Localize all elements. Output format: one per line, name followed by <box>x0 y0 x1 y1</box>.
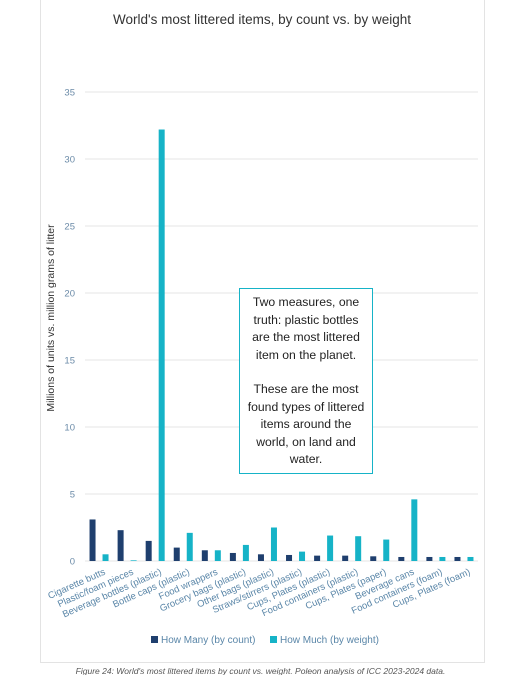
y-tick-label: 25 <box>64 222 75 233</box>
bar-weight <box>299 551 306 561</box>
chart-card <box>40 0 485 663</box>
y-tick-label: 30 <box>64 155 75 166</box>
legend: How Many (by count) How Much (by weight) <box>151 635 379 646</box>
bar-weight <box>411 499 418 561</box>
bar-count <box>201 550 208 561</box>
annotation-paragraph-1: Two measures, one truth: plastic bottles… <box>252 295 360 362</box>
bar-weight <box>102 554 109 561</box>
y-tick-label: 35 <box>64 88 75 99</box>
chart-title: World's most littered items, by count vs… <box>113 12 411 27</box>
bar-weight <box>242 544 249 561</box>
bar-count <box>454 556 461 561</box>
y-tick-label: 15 <box>64 356 75 367</box>
bar-count <box>286 554 293 561</box>
legend-swatch <box>270 636 277 643</box>
y-axis-label: Millions of units vs. million grams of l… <box>45 224 57 412</box>
bar-weight <box>130 560 137 561</box>
bar-weight <box>186 532 193 561</box>
bar-count <box>257 554 264 561</box>
y-tick-labels: 0 5 10 15 20 25 30 35 <box>64 88 75 568</box>
bar-count <box>342 555 349 561</box>
y-tick-label: 20 <box>64 289 75 300</box>
bar-count <box>370 556 377 561</box>
legend-label: How Much (by weight) <box>280 635 379 646</box>
y-tick-label: 0 <box>70 557 75 568</box>
bar-weight <box>214 550 221 561</box>
bar-weight <box>158 129 165 561</box>
annotation-paragraph-2: These are the most found types of litter… <box>247 382 365 466</box>
bar-weight <box>355 536 362 561</box>
bar-count <box>117 530 124 561</box>
legend-label: How Many (by count) <box>161 635 255 646</box>
bar-count <box>229 552 236 561</box>
legend-swatch <box>151 636 158 643</box>
y-tick-label: 5 <box>70 490 75 501</box>
bar-weight <box>439 556 446 561</box>
bar-count <box>426 556 433 561</box>
bar-count <box>314 555 321 561</box>
bar-count <box>173 547 180 561</box>
bar-count <box>398 556 405 561</box>
bar-count <box>145 540 152 561</box>
bar-weight <box>327 535 334 561</box>
annotation-box: Two measures, one truth: plastic bottles… <box>239 288 373 474</box>
bars <box>89 129 474 561</box>
bar-count <box>89 519 96 561</box>
bar-weight <box>467 556 474 561</box>
figure-caption: Figure 24: World's most littered items b… <box>75 666 446 675</box>
bar-weight <box>383 539 390 561</box>
bar-weight <box>270 527 277 561</box>
y-tick-label: 10 <box>64 423 75 434</box>
